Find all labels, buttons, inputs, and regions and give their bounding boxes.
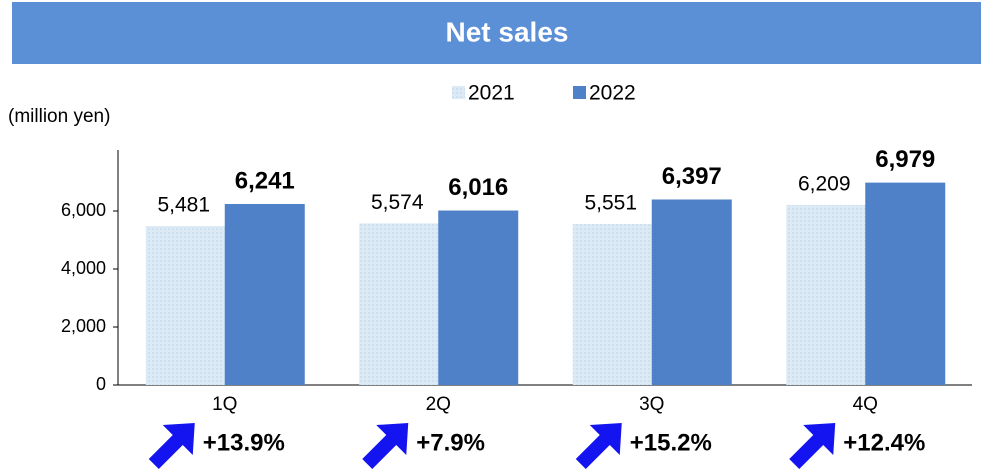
value-label: 6,979 <box>875 146 935 173</box>
bar <box>651 199 732 385</box>
value-label: 6,016 <box>448 174 508 201</box>
x-tick-label: 3Q <box>639 394 664 415</box>
legend-swatch <box>452 86 465 99</box>
growth-annotation: +12.4% <box>843 429 925 456</box>
bar <box>145 226 226 385</box>
bar <box>224 204 305 385</box>
value-label: 5,481 <box>157 194 210 217</box>
up-arrow-icon <box>575 423 622 469</box>
y-tick-label: 0 <box>96 374 106 394</box>
bar <box>572 224 653 385</box>
chart-title: Net sales <box>446 16 569 47</box>
x-tick-label: 1Q <box>212 394 237 415</box>
x-tick-label: 2Q <box>426 394 451 415</box>
bar <box>359 223 440 385</box>
x-tick-label: 4Q <box>853 394 878 415</box>
y-tick-label: 6,000 <box>61 200 106 220</box>
title-banner <box>12 2 981 64</box>
value-label: 6,241 <box>235 167 295 194</box>
up-arrow-icon <box>789 423 836 469</box>
legend-swatch <box>573 86 586 99</box>
bar <box>438 210 519 385</box>
value-label: 5,551 <box>584 192 637 215</box>
y-axis-label: (million yen) <box>8 106 110 127</box>
up-arrow-icon <box>362 423 409 469</box>
value-label: 6,209 <box>798 172 851 195</box>
growth-annotation: +13.9% <box>203 429 285 456</box>
y-tick-label: 4,000 <box>61 258 106 278</box>
legend-label: 2022 <box>589 82 636 105</box>
bar <box>865 182 946 385</box>
up-arrow-icon <box>148 423 195 469</box>
growth-annotation: +15.2% <box>630 429 712 456</box>
growth-annotation: +7.9% <box>416 429 485 456</box>
value-label: 6,397 <box>662 163 722 190</box>
value-label: 5,574 <box>371 191 424 214</box>
bar <box>786 204 867 385</box>
y-tick-label: 2,000 <box>61 316 106 336</box>
legend-label: 2021 <box>468 82 515 105</box>
